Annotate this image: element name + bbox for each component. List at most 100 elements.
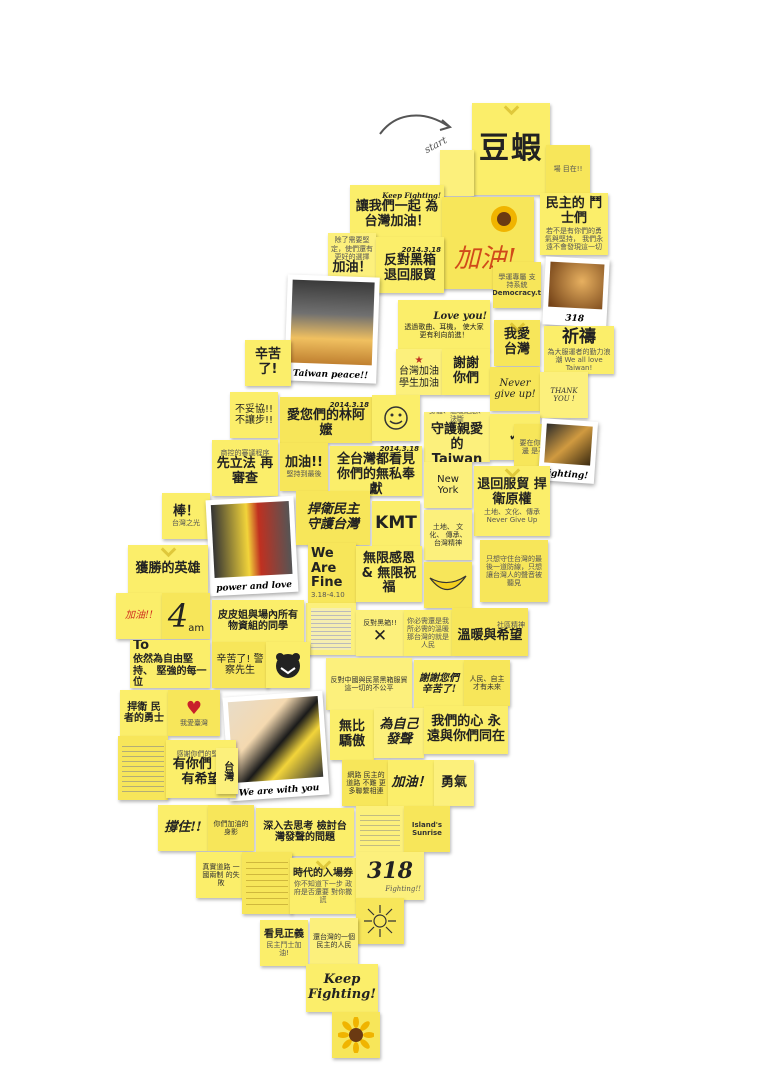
note-newspaper — [306, 603, 356, 655]
kanjian-sub: 民主鬥士加油! — [266, 940, 302, 957]
note-sunflower-sketch — [356, 898, 404, 944]
note-hanwei: 捍衛民主 守護台灣 — [296, 491, 370, 545]
note-tuo: 你必需還是我所必需的溫暖 那台灣的就是人民 — [404, 610, 452, 656]
zhenxiang-text: 真實道路 一國兩制 的失敗 — [202, 862, 240, 888]
note-never-give-up: Never give up! — [490, 367, 540, 411]
wubi-text: 無比 驕傲 — [338, 719, 365, 749]
note-four-am: 4 am — [162, 593, 210, 639]
yongqi-text: 勇氣 — [440, 774, 467, 790]
smiley-icon — [384, 406, 408, 430]
note-318: 318 Fighting!! — [356, 852, 424, 900]
shidai-sub: 你不知道下一步 政府是否還要 對你撒謊 — [293, 879, 353, 904]
note-fandui-heixiang: 反對黑箱!! ✕ — [356, 610, 404, 656]
photo-power-love: power and love — [205, 495, 299, 597]
side-note-text: 你們加油的身影 — [213, 819, 249, 836]
star-icon: ★ — [414, 354, 424, 366]
vd-sub: 學運專屬 支持系統 — [498, 272, 536, 289]
note-reform: 還台灣的一個 民主的人民 — [310, 918, 358, 964]
note-love-you: Love you! 透過歌曲、耳機， 使大家更有利向前進！ — [398, 300, 490, 350]
chengzhu-text: 撐住!! — [164, 819, 202, 835]
note-jia-you: 除了需要堅定，使們還有更好的選擇 加油！ — [328, 233, 376, 279]
photo-taiwan-peace: Taiwan peace!! — [284, 274, 380, 384]
crowd-photo-image — [289, 279, 375, 366]
note-heart: ♥ 我愛臺灣 — [168, 690, 220, 736]
note-we-are-fine: We Are Fine 3.18-4.10 — [308, 543, 356, 603]
xian-lifa-text: 先立法 再審查 — [216, 456, 274, 487]
we-are-fine-text: We Are Fine — [311, 545, 343, 591]
note-long-text: 只想守住台灣的最後一道防線，只想讓台灣人的聲音被聽見 — [480, 540, 548, 602]
girl-photo-image — [227, 695, 324, 784]
protest-photo-image — [210, 501, 293, 578]
tuihui-text: 退回服貿 捍衛原權 — [477, 477, 547, 507]
pipi-text: 皮皮姐與場內所有 物資組的同學 — [218, 609, 298, 633]
four-am-wrapper: 4 am — [168, 597, 204, 635]
note-side-note: 你們加油的身影 — [208, 805, 254, 851]
note-shidai: 時代的入場券 你不知道下一步 政府是否還要 對你撒謊 — [290, 858, 356, 914]
sunflower-icon-bottom — [338, 1017, 374, 1053]
note-kanjian: 看見正義 民主鬥士加油! — [260, 920, 308, 966]
note-xian-lifa: 商控的審議程序 先立法 再審查 — [212, 440, 278, 496]
women-de-text: 我們的心 永遠與你們同在 — [427, 714, 506, 744]
note-vdemocracy: 學運專屬 支持系統 VDemocracy.tw — [493, 262, 541, 308]
text-block-lines — [122, 742, 164, 794]
date-3: 2014.3.18 — [379, 446, 419, 453]
note-tuihui: 退回服貿 捍衛原權 土地、文化、傳承 Never Give Up — [474, 466, 550, 536]
xiexie2-text: 謝謝您們 辛苦了! — [419, 672, 459, 696]
note-rang-women: Keep Fighting! 讓我們一起 為台灣加油！ — [350, 185, 444, 237]
to-line2: 依然為自由堅持、 堅強的每一位 — [133, 654, 207, 688]
handwritten-lines — [246, 857, 288, 909]
black-bear-icon — [276, 653, 300, 678]
note-huosheng: 獲勝的英雄 — [128, 545, 208, 593]
heart-icon: ♥ — [185, 697, 203, 719]
note-smiley — [372, 395, 420, 441]
corner-text: 場 目在!! — [553, 164, 583, 173]
note-tudi: 土地、 文化、 傳承、 台灣精神 — [424, 510, 472, 560]
jie-sub: 要在你的身邊 是不是 — [519, 438, 555, 455]
fighting-photo-image — [544, 423, 593, 466]
shi-ye-text: 社區精神 — [497, 620, 525, 629]
note-taiwan-side: 台灣 — [216, 748, 238, 794]
note-corner: 場 目在!! — [546, 145, 590, 193]
note-shouhu: 身體、溫暖紀念、決斷 守護親愛的 Taiwan — [424, 412, 490, 462]
note-banana — [424, 562, 472, 608]
318-photo-image — [548, 261, 605, 310]
vdemocracy-text: VDemocracy.tw — [493, 289, 541, 298]
jiayou2-text: 加油!! — [285, 454, 323, 470]
note-bu-tuoxie: 不妥協!! 不讓步!! — [230, 392, 278, 438]
note-kmt: KMT — [372, 501, 420, 547]
to-line1: To — [133, 640, 150, 654]
keep-fighting-small: Keep Fighting! — [382, 191, 441, 201]
wei-ziji-text: 為自己 發聲 — [379, 717, 419, 747]
huosheng-text: 獲勝的英雄 — [135, 560, 201, 576]
cross-icon: ✕ — [372, 626, 388, 647]
note-xiexie2: 謝謝您們 辛苦了! — [414, 660, 464, 708]
liangkong-sub: 商控的審議程序 — [220, 449, 270, 458]
date-1: 2014.3.18 — [401, 246, 441, 255]
tudi-text: 土地、 文化、 傳承、 台灣精神 — [429, 522, 467, 548]
sunflower-sketch-icon — [364, 905, 396, 937]
text-block2-lines — [360, 811, 400, 849]
sunflower-icon: 加油! — [454, 206, 517, 274]
note-text-block — [118, 736, 168, 800]
xiexie-text: 謝謝 你們 — [452, 356, 479, 386]
note-small-top — [440, 150, 474, 196]
fandui-heixiang-text: 反對黑箱!! — [363, 619, 397, 628]
note-wo-ai: 我愛 台灣 — [494, 320, 540, 366]
note-xinkule2: 辛苦了! 警察先生 — [212, 642, 268, 688]
wangluo-text: 網路 民主的道路 不難 更多聯繫相連 — [346, 770, 386, 796]
note-fandui-zhongguo: 反對中國與民黨黑箱服貿 這一切的不公平 — [326, 658, 412, 710]
photo-we-are-with-you: We are with you — [222, 690, 330, 802]
renmin-text: 人民、自主 才有未來 — [469, 674, 505, 691]
banana-icon — [429, 575, 467, 591]
ganxie-small-text: 感謝你們的堅守 — [176, 750, 226, 759]
bang-text: 棒！ — [172, 503, 199, 519]
fandui-text: 反對黑箱 退回服貿 — [383, 253, 436, 284]
thank-you-text: THANK YOU ! — [550, 386, 578, 403]
quan-taiwan-text: 全台灣都看見 你們的無私奉獻 — [336, 451, 415, 496]
note-zhenxiang: 真實道路 一國兩制 的失敗 — [196, 852, 246, 898]
note-quan-taiwan: 2014.3.18 全台灣都看見 你們的無私奉獻 — [330, 446, 422, 496]
dou-xia-text: 豆蝦 — [479, 130, 543, 166]
taiwan-jiayou-text: 台灣加油 學生加油 — [399, 366, 439, 389]
islands-text: Island's Sunrise — [411, 820, 443, 837]
note-taiwan-jiayou: ★ 台灣加油 學生加油 — [396, 349, 442, 395]
